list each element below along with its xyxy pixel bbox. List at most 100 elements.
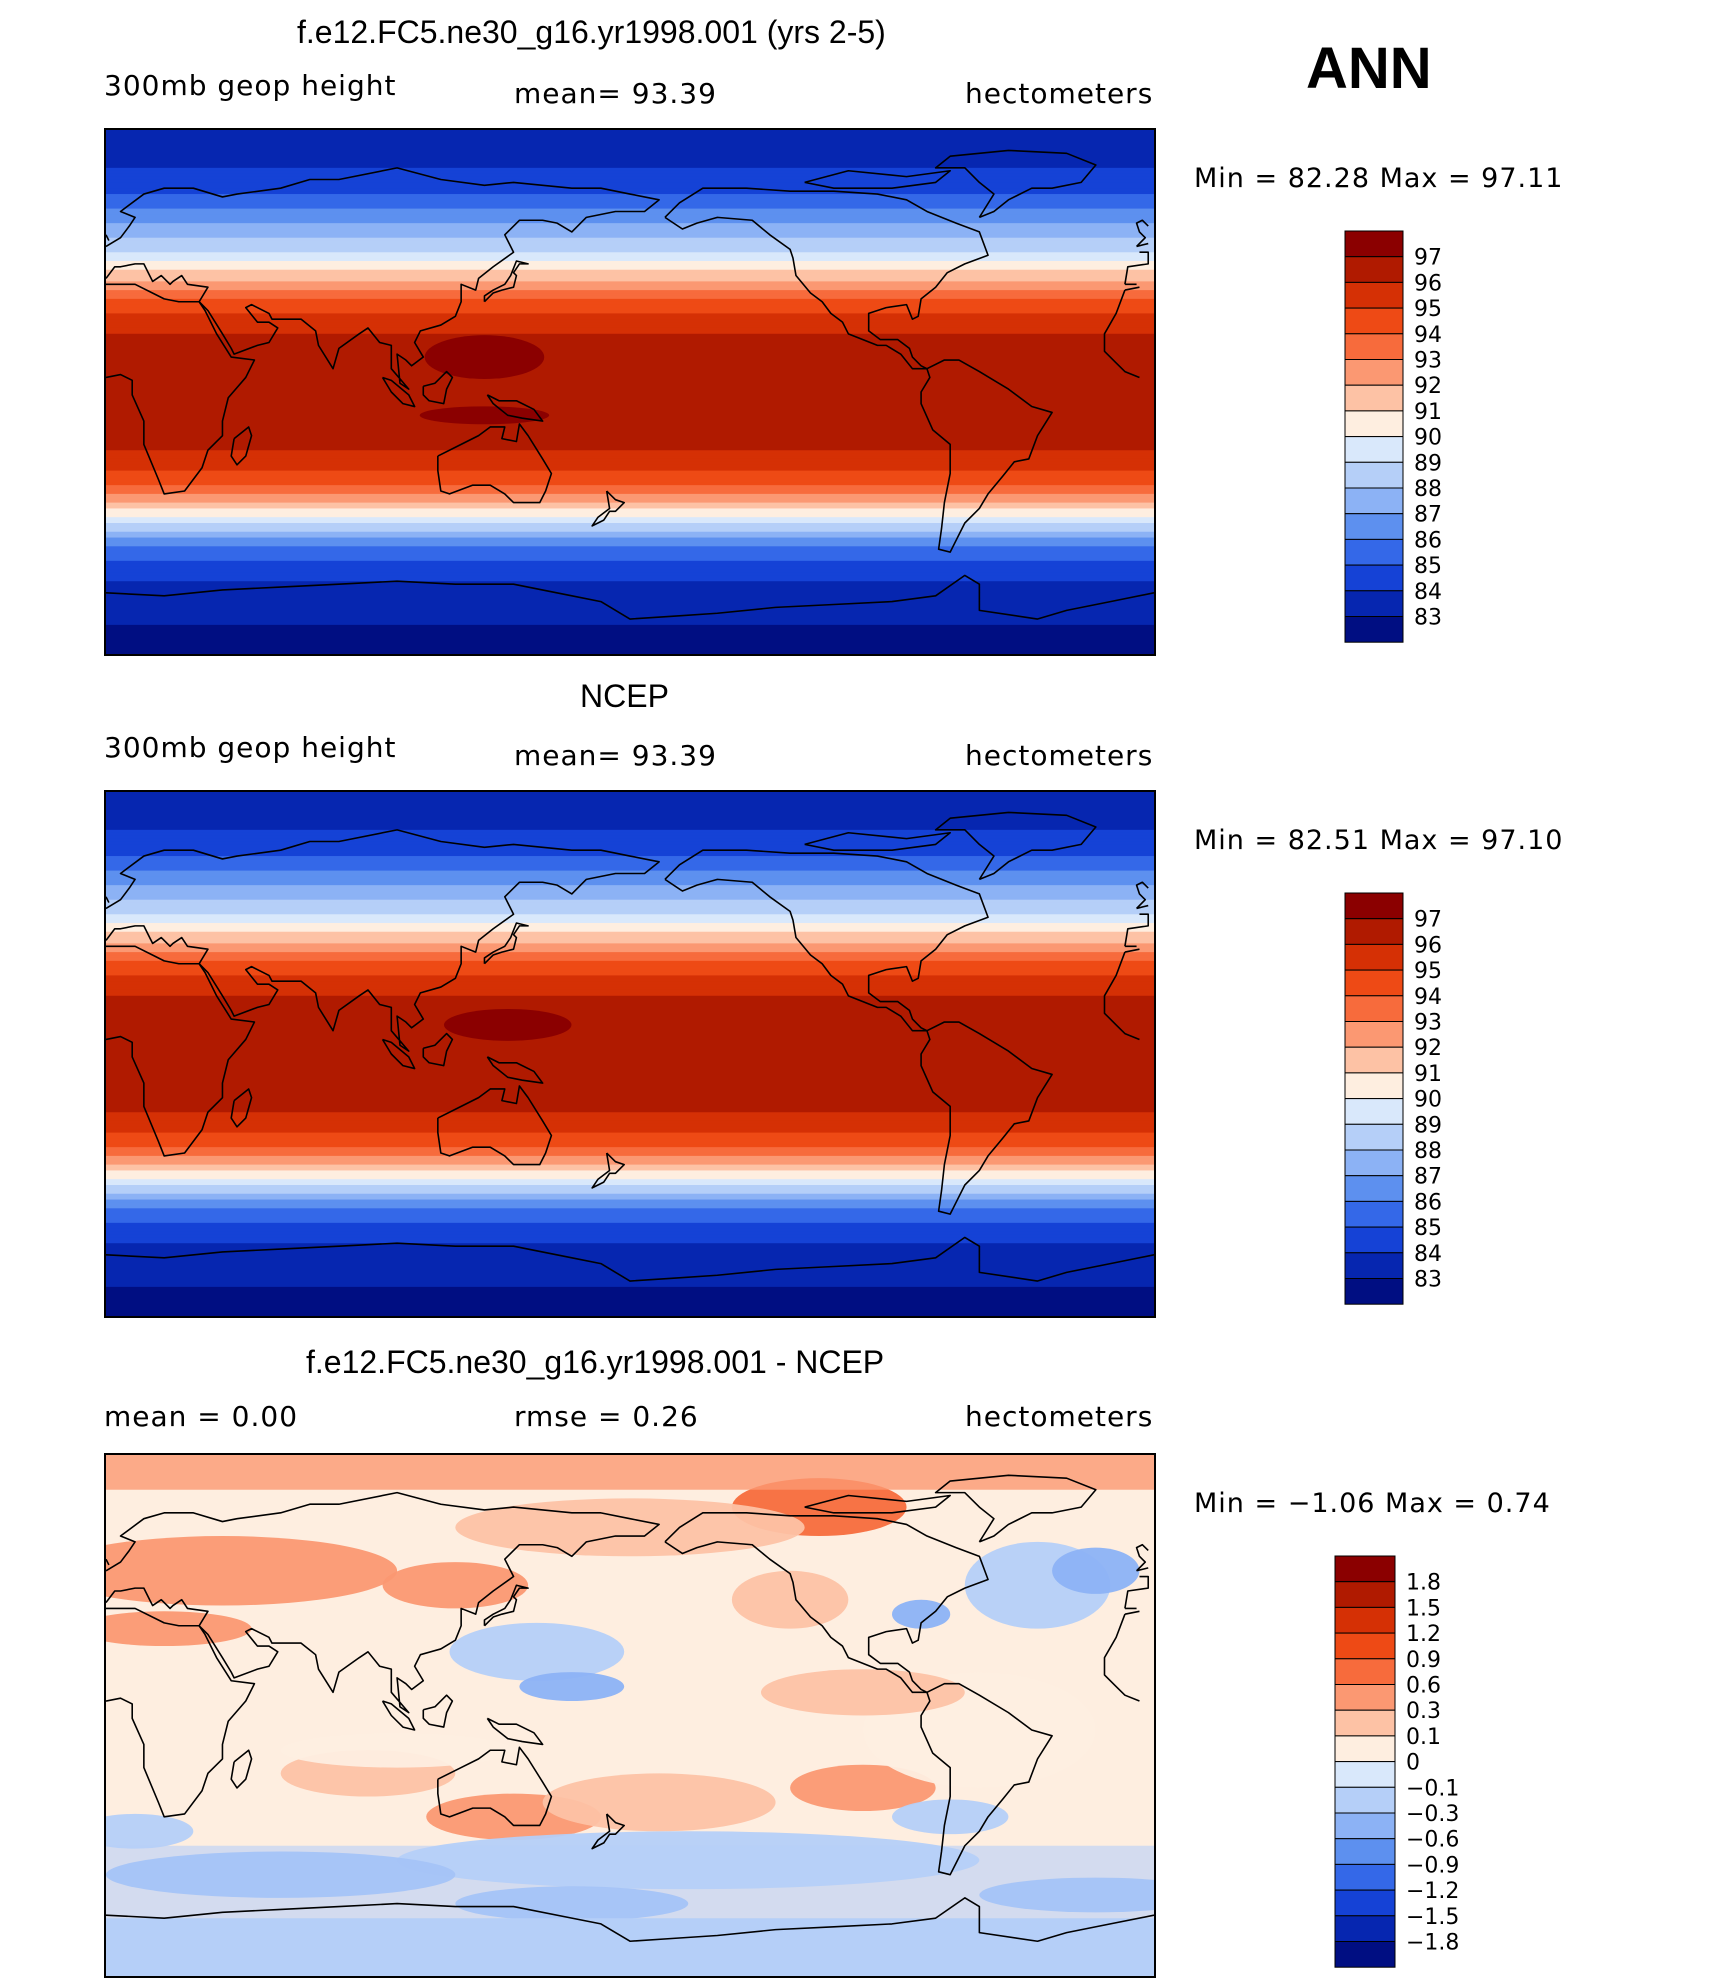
zonal-band <box>106 989 1154 994</box>
zonal-band <box>106 400 1154 405</box>
zonal-band <box>106 639 1154 643</box>
zonal-band <box>106 1185 1154 1189</box>
anomaly-region <box>892 1599 951 1629</box>
zonal-band <box>106 867 1154 872</box>
zonal-band <box>106 357 1154 361</box>
zonal-band <box>106 325 1154 329</box>
zonal-band <box>106 138 1154 143</box>
zonal-band <box>106 234 1154 239</box>
zonal-band <box>106 1161 1154 1166</box>
colorbar-box <box>1344 1252 1404 1279</box>
zonal-band <box>106 882 1154 886</box>
zonal-band <box>106 937 1154 942</box>
colorbar-box <box>1344 384 1404 412</box>
zonal-band <box>106 826 1154 831</box>
zonal-band <box>106 1310 1154 1314</box>
colorbar-tick-label: 1.8 <box>1406 1571 1441 1596</box>
colorbar-tick-label: 94 <box>1414 985 1442 1010</box>
colorbar-tick-label: 89 <box>1414 451 1442 476</box>
zonal-band <box>106 584 1154 588</box>
colorbar-box <box>1334 1941 1396 1968</box>
zonal-band <box>106 1120 1154 1125</box>
zonal-band <box>106 196 1154 201</box>
zonal-band <box>106 240 1154 245</box>
panel-title-model: f.e12.FC5.ne30_g16.yr1998.001 (yrs 2-5) <box>297 14 886 50</box>
zonal-band <box>106 159 1154 163</box>
zonal-band <box>106 432 1154 437</box>
zonal-band <box>106 453 1154 457</box>
zonal-band <box>106 1091 1154 1096</box>
colorbar-tick-label: 84 <box>1414 1242 1442 1267</box>
zonal-band <box>106 555 1154 559</box>
coast-madagascar <box>230 426 253 466</box>
anomaly-region <box>761 1669 965 1716</box>
zonal-band <box>106 447 1154 451</box>
colorbar-box <box>1344 969 1404 997</box>
colorbar-tick-label: −1.2 <box>1406 1879 1459 1904</box>
anomaly-region <box>280 1732 514 1768</box>
zonal-band <box>106 569 1154 574</box>
zonal-band <box>106 607 1154 611</box>
zonal-band <box>106 333 1154 338</box>
colorbar-box <box>1334 1658 1396 1686</box>
zonal-band <box>106 946 1154 950</box>
colorbar-box <box>1344 943 1404 971</box>
zonal-band <box>106 1234 1154 1238</box>
colorbar-tick-label: −1.5 <box>1406 1905 1459 1930</box>
colorbar-tick-label: 91 <box>1414 1062 1442 1087</box>
zonal-band <box>106 1051 1154 1055</box>
zonal-band <box>106 1301 1154 1305</box>
zonal-band <box>106 351 1154 355</box>
colorbar-tick-label: 90 <box>1414 426 1442 451</box>
zonal-band <box>106 496 1154 501</box>
zonal-band <box>106 1039 1154 1043</box>
zonal-band <box>106 473 1154 478</box>
panel-title-diff: f.e12.FC5.ne30_g16.yr1998.001 - NCEP <box>306 1344 885 1380</box>
zonal-band <box>106 1196 1154 1201</box>
zonal-band <box>106 418 1154 422</box>
zonal-band <box>106 1042 1154 1046</box>
warm-pool-north <box>424 335 545 379</box>
zonal-band <box>106 908 1154 912</box>
coast-eurasia <box>106 167 1150 390</box>
zonal-band <box>106 295 1154 300</box>
zonal-band <box>106 560 1154 565</box>
zonal-band <box>106 928 1154 933</box>
zonal-band <box>106 1074 1154 1078</box>
zonal-band <box>106 572 1154 576</box>
colorbar-tick-label: 0.6 <box>1406 1674 1441 1699</box>
zonal-band <box>106 1016 1154 1020</box>
zonal-band <box>106 792 1154 796</box>
zonal-band <box>106 1295 1154 1300</box>
zonal-band <box>106 1246 1154 1250</box>
zonal-band <box>106 191 1154 195</box>
units-label-obs: hectometers <box>965 739 1154 772</box>
zonal-band <box>106 1138 1154 1142</box>
zonal-band <box>106 1298 1154 1303</box>
coast-north-america <box>664 849 989 1032</box>
zonal-band <box>106 1004 1154 1009</box>
coast-sumatra <box>381 1038 416 1070</box>
zonal-band <box>106 1088 1154 1093</box>
zonal-band <box>106 1275 1154 1279</box>
zonal-band <box>106 864 1154 869</box>
coast-britain <box>106 1543 1149 1572</box>
colorbar-tick-label: 92 <box>1414 374 1442 399</box>
zonal-band <box>106 272 1154 277</box>
zonal-band <box>106 905 1154 910</box>
coast-antarctica <box>106 574 1154 620</box>
mean-label-obs: mean= 93.39 <box>514 739 717 772</box>
colorbar-tick-label: 93 <box>1414 349 1442 374</box>
coast-new-zealand <box>591 1152 626 1189</box>
zonal-band <box>106 132 1154 137</box>
colorbar-box <box>1344 538 1404 566</box>
minmax-diff: Min = −1.06 Max = 0.74 <box>1194 1488 1551 1519</box>
zonal-band <box>106 856 1154 860</box>
colorbar-box <box>1334 1735 1396 1763</box>
colorbar-box <box>1344 1200 1404 1228</box>
zonal-band <box>106 1109 1154 1113</box>
colorbar-box <box>1334 1863 1396 1891</box>
zonal-band <box>106 354 1154 358</box>
zonal-band <box>106 359 1154 364</box>
zonal-band <box>106 917 1154 921</box>
